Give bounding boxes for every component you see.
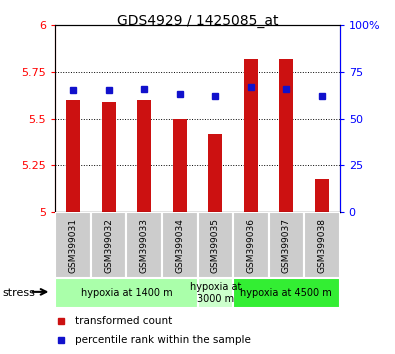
Bar <box>304 212 340 278</box>
Bar <box>55 212 91 278</box>
Text: GSM399036: GSM399036 <box>246 218 255 273</box>
Text: stress: stress <box>2 288 35 298</box>
Bar <box>162 212 198 278</box>
Bar <box>279 58 293 212</box>
Bar <box>91 212 126 278</box>
Text: GSM399033: GSM399033 <box>140 218 149 273</box>
Text: transformed count: transformed count <box>75 316 173 326</box>
Text: GSM399037: GSM399037 <box>282 218 291 273</box>
Text: GSM399038: GSM399038 <box>318 218 326 273</box>
Bar <box>233 278 340 308</box>
Bar <box>126 212 162 278</box>
Text: hypoxia at 1400 m: hypoxia at 1400 m <box>81 288 172 298</box>
Bar <box>269 212 304 278</box>
Bar <box>55 278 198 308</box>
Bar <box>137 100 151 212</box>
Text: GSM399031: GSM399031 <box>69 218 77 273</box>
Bar <box>173 119 187 212</box>
Text: percentile rank within the sample: percentile rank within the sample <box>75 335 251 345</box>
Text: hypoxia at
3000 m: hypoxia at 3000 m <box>190 282 241 304</box>
Bar <box>66 100 80 212</box>
Bar <box>233 212 269 278</box>
Bar <box>198 212 233 278</box>
Bar <box>208 133 222 212</box>
Bar <box>244 58 258 212</box>
Text: GDS4929 / 1425085_at: GDS4929 / 1425085_at <box>117 14 278 28</box>
Text: GSM399034: GSM399034 <box>175 218 184 273</box>
Text: GSM399035: GSM399035 <box>211 218 220 273</box>
Text: GSM399032: GSM399032 <box>104 218 113 273</box>
Bar <box>315 179 329 212</box>
Bar <box>102 102 116 212</box>
Text: hypoxia at 4500 m: hypoxia at 4500 m <box>241 288 332 298</box>
Bar <box>198 278 233 308</box>
